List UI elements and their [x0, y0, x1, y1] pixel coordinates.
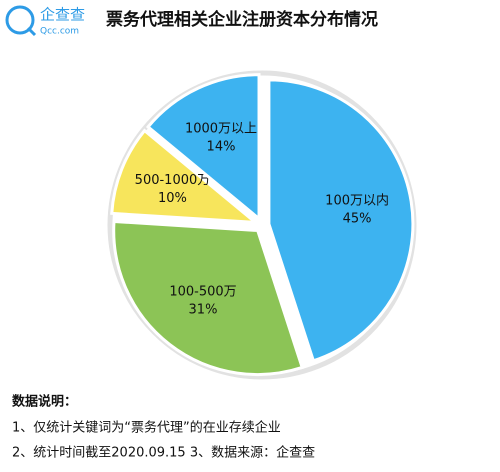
value-label: 14%	[207, 139, 236, 154]
slice-label: 100万以内	[325, 192, 389, 208]
value-label: 31%	[189, 303, 218, 318]
slice-label: 100-500万	[169, 285, 236, 300]
slice-label: 1000万以上	[185, 121, 257, 136]
value-label: 10%	[158, 191, 187, 206]
slice-label: 500-1000万	[135, 173, 211, 188]
pie-slice	[112, 219, 305, 376]
note-line: 1、仅统计关键词为“票务代理”的在业存续企业	[12, 420, 281, 436]
logo-icon	[26, 26, 37, 37]
note-line: 2、统计时间截至2020.09.15 3、数据来源：企查查	[12, 445, 315, 461]
notes-heading: 数据说明：	[12, 394, 77, 410]
logo-site: Qcc.com	[40, 27, 79, 37]
logo-icon	[5, 5, 35, 35]
pie-slice	[267, 78, 415, 363]
chart-title: 票务代理相关企业注册资本分布情况	[106, 9, 378, 30]
pie-slice	[145, 73, 261, 222]
logo-name: 企查查	[40, 6, 85, 24]
value-label: 45%	[343, 211, 372, 226]
pie-slice	[110, 128, 261, 225]
